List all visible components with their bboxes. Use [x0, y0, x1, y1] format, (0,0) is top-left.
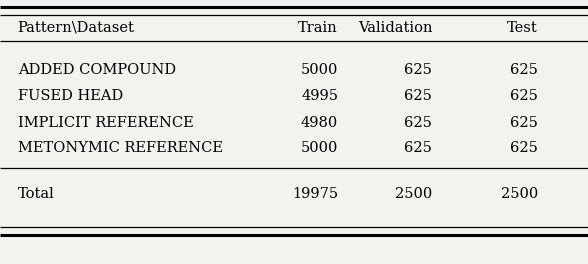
Text: Pattern\Dataset: Pattern\Dataset [18, 21, 135, 35]
Text: 625: 625 [510, 63, 538, 77]
Text: 625: 625 [405, 89, 432, 103]
Text: 19975: 19975 [292, 187, 338, 201]
Text: METONYMIC REFERENCE: METONYMIC REFERENCE [18, 141, 223, 155]
Text: 625: 625 [405, 141, 432, 155]
Text: 5000: 5000 [300, 141, 338, 155]
Text: Test: Test [507, 21, 538, 35]
Text: Validation: Validation [358, 21, 432, 35]
Text: 625: 625 [510, 116, 538, 130]
Text: 625: 625 [510, 141, 538, 155]
Text: 2500: 2500 [501, 187, 538, 201]
Text: 625: 625 [510, 89, 538, 103]
Text: 2500: 2500 [395, 187, 432, 201]
Text: Total: Total [18, 187, 54, 201]
Text: FUSED HEAD: FUSED HEAD [18, 89, 123, 103]
Text: 5000: 5000 [300, 63, 338, 77]
Text: ADDED COMPOUND: ADDED COMPOUND [18, 63, 176, 77]
Text: 625: 625 [405, 116, 432, 130]
Text: Train: Train [298, 21, 338, 35]
Text: 625: 625 [405, 63, 432, 77]
Text: IMPLICIT REFERENCE: IMPLICIT REFERENCE [18, 116, 193, 130]
Text: 4995: 4995 [301, 89, 338, 103]
Text: 4980: 4980 [301, 116, 338, 130]
